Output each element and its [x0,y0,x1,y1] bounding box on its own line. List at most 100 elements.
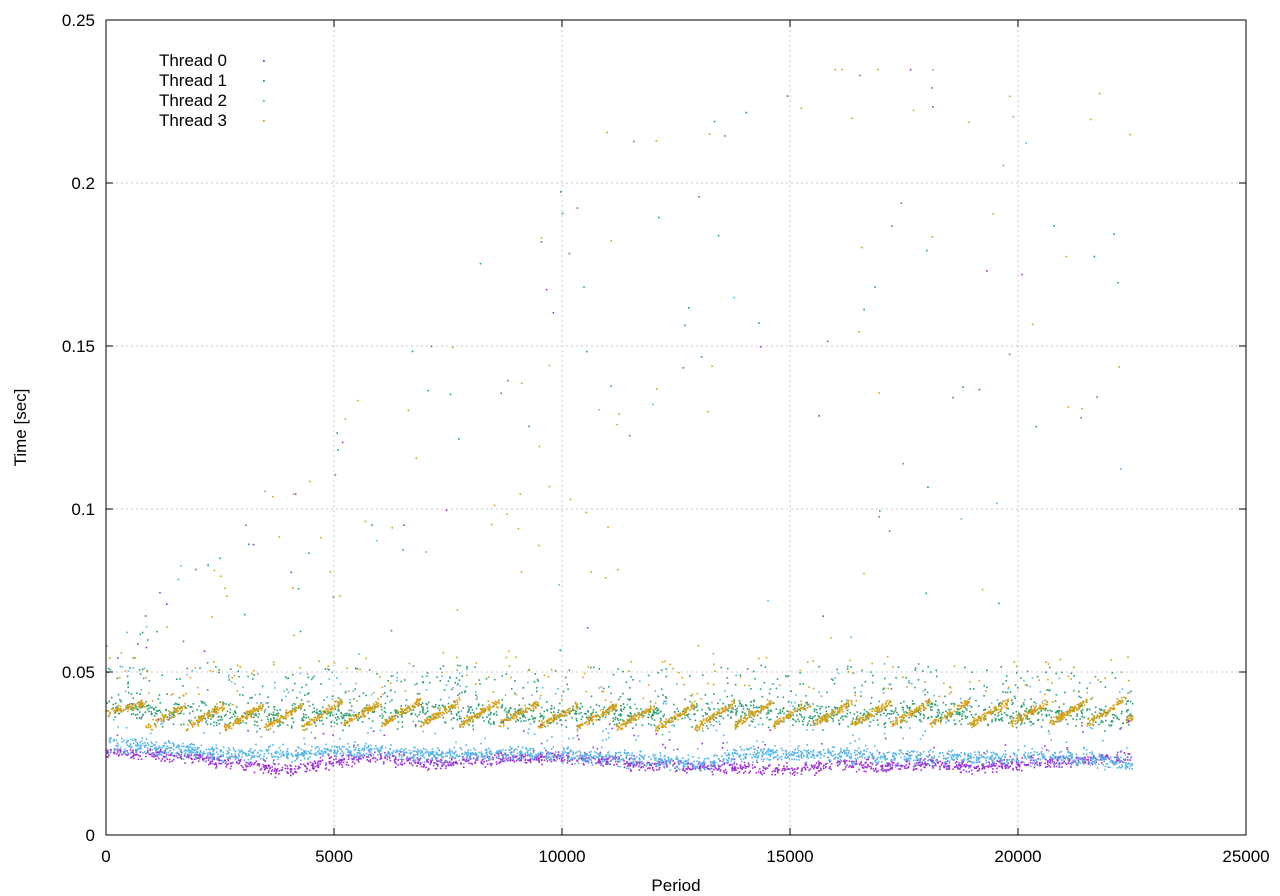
data-point [212,670,214,673]
data-point [661,725,664,728]
data-point [331,708,333,710]
data-point [267,729,270,731]
data-point [349,720,351,722]
data-point [691,707,693,710]
data-point [1082,761,1084,763]
data-point [322,710,324,713]
data-point [402,549,404,551]
data-point [332,596,335,599]
data-point [964,715,967,717]
data-point [204,717,206,720]
data-point [316,708,318,711]
data-point [650,715,652,718]
data-point [750,716,753,719]
data-point [492,706,495,708]
data-point [201,702,204,704]
data-point [174,710,176,713]
data-point [885,714,888,717]
data-point [736,772,739,774]
data-point [696,709,699,712]
data-point [467,717,470,720]
data-point [960,701,962,704]
data-point [575,719,578,722]
data-point [739,674,742,676]
data-point [518,704,520,706]
data-point [1090,718,1093,720]
data-point [184,707,186,709]
data-point [1062,712,1065,714]
data-point [755,706,757,708]
data-point [215,703,218,705]
data-point [989,711,991,714]
data-point [1119,701,1122,703]
data-point [294,708,297,711]
data-point [1025,708,1028,710]
data-point [409,708,412,710]
data-point [262,705,264,707]
data-point [267,764,270,766]
data-point [724,708,727,711]
data-point [255,714,258,717]
data-point [595,715,598,718]
data-point [376,673,378,675]
data-point [691,767,694,770]
data-point [1014,720,1017,722]
data-point [845,705,847,708]
data-point [589,718,592,721]
data-point [424,713,426,715]
data-point [1120,697,1123,699]
data-point [808,716,810,719]
data-point [146,708,149,711]
data-point [853,686,856,689]
data-point [862,719,865,721]
data-point [1069,711,1071,713]
data-point [169,754,172,757]
data-point [664,696,667,698]
data-point [418,704,421,706]
data-point [286,688,288,691]
data-point [462,756,464,758]
data-point [324,711,327,713]
data-point [1065,713,1068,715]
data-point [374,707,377,709]
data-point [614,716,617,719]
data-point [250,696,253,699]
data-point [268,713,271,715]
data-point [513,714,515,717]
data-point [410,709,412,712]
data-point [291,725,293,727]
data-point [1071,706,1074,708]
data-point [291,714,293,716]
data-point [487,707,489,710]
data-point [169,712,171,714]
data-point [1111,720,1113,722]
data-point [396,714,398,717]
data-point [1100,709,1102,712]
data-point [1068,710,1070,712]
data-point [844,762,846,764]
data-point [835,707,837,709]
data-point [776,722,778,724]
data-point [1016,767,1018,769]
data-point [518,713,520,715]
data-point [318,710,321,712]
data-point [388,716,390,719]
data-point [494,700,497,703]
data-point [669,663,672,666]
data-point [466,711,469,713]
data-point [305,713,307,716]
data-point [106,645,108,647]
data-point [947,713,950,716]
data-point [730,717,732,719]
data-point [605,577,607,579]
data-point [1058,766,1061,768]
data-point [568,707,570,710]
data-point [684,709,686,712]
data-point [134,657,137,659]
data-point [302,719,304,722]
data-point [1040,707,1043,709]
data-point [550,717,552,720]
data-point [851,117,853,120]
data-point [769,688,772,690]
data-point [821,720,824,722]
